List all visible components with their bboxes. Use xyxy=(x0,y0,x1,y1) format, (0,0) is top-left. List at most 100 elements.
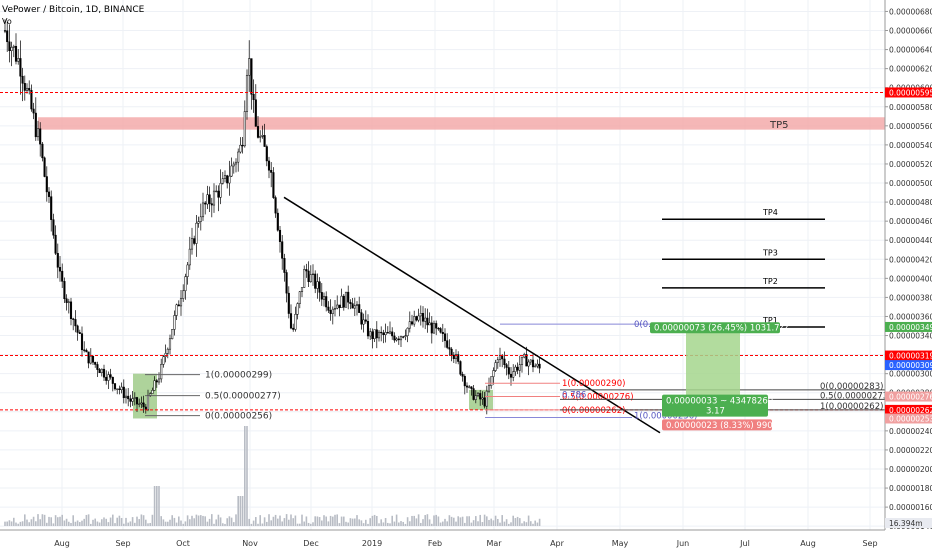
candle-body-146 xyxy=(325,296,328,308)
candle-body-52 xyxy=(118,388,121,390)
price-tick-label-5: 0.00000580 xyxy=(889,103,932,112)
candle-body-66 xyxy=(149,393,152,396)
candle-body-81 xyxy=(182,290,185,299)
time-tick-label-9: May xyxy=(612,539,629,548)
candle-body-74 xyxy=(166,348,169,354)
time-tick-label-5: 2019 xyxy=(362,539,382,548)
price-tick-label-10: 0.00000480 xyxy=(889,198,932,207)
candle-body-72 xyxy=(162,356,165,365)
candle-body-98 xyxy=(219,183,222,198)
volume-bar-24 xyxy=(57,517,59,526)
volume-bar-194 xyxy=(431,523,433,526)
fib-misc-1: 0.786 xyxy=(562,391,586,401)
candle-body-184 xyxy=(408,321,411,329)
candle-body-29 xyxy=(67,301,70,303)
candle-body-82 xyxy=(184,276,187,292)
volume-bar-60 xyxy=(136,516,138,526)
volume-bar-189 xyxy=(420,522,422,526)
volume-bar-90 xyxy=(202,515,204,526)
candle-body-61 xyxy=(138,403,141,405)
volume-badge-label: 16.394m xyxy=(889,519,923,528)
volume-bar-209 xyxy=(464,522,466,526)
volume-bar-236 xyxy=(523,521,525,526)
position-entry-box xyxy=(662,394,768,417)
candle-body-239 xyxy=(529,359,532,363)
candle-body-101 xyxy=(226,175,229,184)
candle-body-199 xyxy=(441,331,444,335)
price-tick-label-0: 0.00000680 xyxy=(889,7,932,16)
candle-body-193 xyxy=(428,322,431,326)
volume-bar-81 xyxy=(182,523,184,526)
candle-body-25 xyxy=(58,267,62,272)
volume-bar-212 xyxy=(470,522,473,526)
volume-bar-213 xyxy=(472,520,475,526)
volume-bar-54 xyxy=(123,523,125,526)
candle-body-137 xyxy=(305,269,308,272)
volume-bar-84 xyxy=(189,519,191,526)
candle-body-126 xyxy=(281,241,284,259)
candle-body-87 xyxy=(195,222,198,244)
volume-bar-64 xyxy=(145,519,147,526)
price-badge-5 xyxy=(885,404,932,415)
volume-bar-67 xyxy=(151,514,154,526)
volume-bar-15 xyxy=(37,514,39,526)
volume-bar-203 xyxy=(450,516,453,526)
candle-body-34 xyxy=(78,332,81,334)
volume-bar-125 xyxy=(279,515,281,526)
volume-bar-133 xyxy=(296,523,299,526)
volume-bar-19 xyxy=(46,522,48,526)
candle-body-192 xyxy=(426,317,429,326)
fib-far-label-0: 0(0.00000283) xyxy=(820,382,883,392)
candle-body-181 xyxy=(402,336,405,338)
candle-body-214 xyxy=(474,395,477,400)
time-tick-label-10: Jun xyxy=(676,539,690,548)
position-loss-box xyxy=(662,419,772,431)
price-badge-3 xyxy=(885,360,932,371)
position-profit-box xyxy=(650,322,780,334)
volume-bar-79 xyxy=(178,516,180,526)
candle-body-229 xyxy=(507,367,510,375)
candle-body-24 xyxy=(56,253,59,268)
volume-bar-234 xyxy=(519,518,521,526)
volume-bar-223 xyxy=(494,515,497,526)
candle-body-162 xyxy=(360,312,363,325)
candle-body-44 xyxy=(100,368,103,374)
candle-body-212 xyxy=(470,386,473,389)
volume-bar-215 xyxy=(477,521,479,526)
volume-bar-120 xyxy=(268,514,270,526)
candle-body-213 xyxy=(472,388,475,400)
volume-bar-14 xyxy=(35,521,37,526)
price-badge-6 xyxy=(885,413,932,424)
volume-bar-88 xyxy=(197,515,200,526)
volume-bar-152 xyxy=(338,523,341,526)
volume-bar-222 xyxy=(492,520,495,526)
volume-bar-211 xyxy=(468,516,470,526)
volume-bar-30 xyxy=(70,522,72,526)
candle-body-107 xyxy=(239,144,242,153)
volume-bar-98 xyxy=(219,517,222,526)
candle-body-129 xyxy=(287,292,290,314)
volume-bar-10 xyxy=(26,519,28,526)
candle-body-207 xyxy=(459,361,462,375)
volume-bar-188 xyxy=(417,514,420,526)
candle-body-95 xyxy=(212,190,216,206)
volume-bar-70 xyxy=(158,486,160,526)
candle-body-173 xyxy=(384,332,387,335)
tp5-label: TP5 xyxy=(769,120,789,131)
volume-bar-134 xyxy=(299,523,301,526)
candle-body-141 xyxy=(314,273,317,289)
candle-body-32 xyxy=(74,319,77,327)
candle-body-116 xyxy=(259,136,262,138)
volume-bar-104 xyxy=(233,522,235,526)
volume-bar-95 xyxy=(213,523,215,526)
candle-body-113 xyxy=(252,93,255,100)
volume-bar-216 xyxy=(479,514,481,526)
volume-bar-111 xyxy=(248,518,250,526)
candle-body-240 xyxy=(531,359,535,368)
volume-bar-27 xyxy=(63,520,66,526)
candle-body-40 xyxy=(91,355,95,363)
volume-bar-100 xyxy=(224,523,226,526)
candle-body-198 xyxy=(439,328,442,333)
